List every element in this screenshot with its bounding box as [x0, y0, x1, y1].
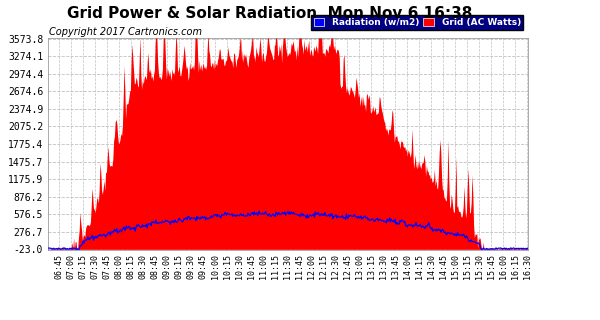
Text: Grid Power & Solar Radiation  Mon Nov 6 16:38: Grid Power & Solar Radiation Mon Nov 6 1…: [67, 6, 473, 21]
Text: Copyright 2017 Cartronics.com: Copyright 2017 Cartronics.com: [49, 27, 202, 37]
Legend: Radiation (w/m2), Grid (AC Watts): Radiation (w/m2), Grid (AC Watts): [311, 15, 523, 30]
